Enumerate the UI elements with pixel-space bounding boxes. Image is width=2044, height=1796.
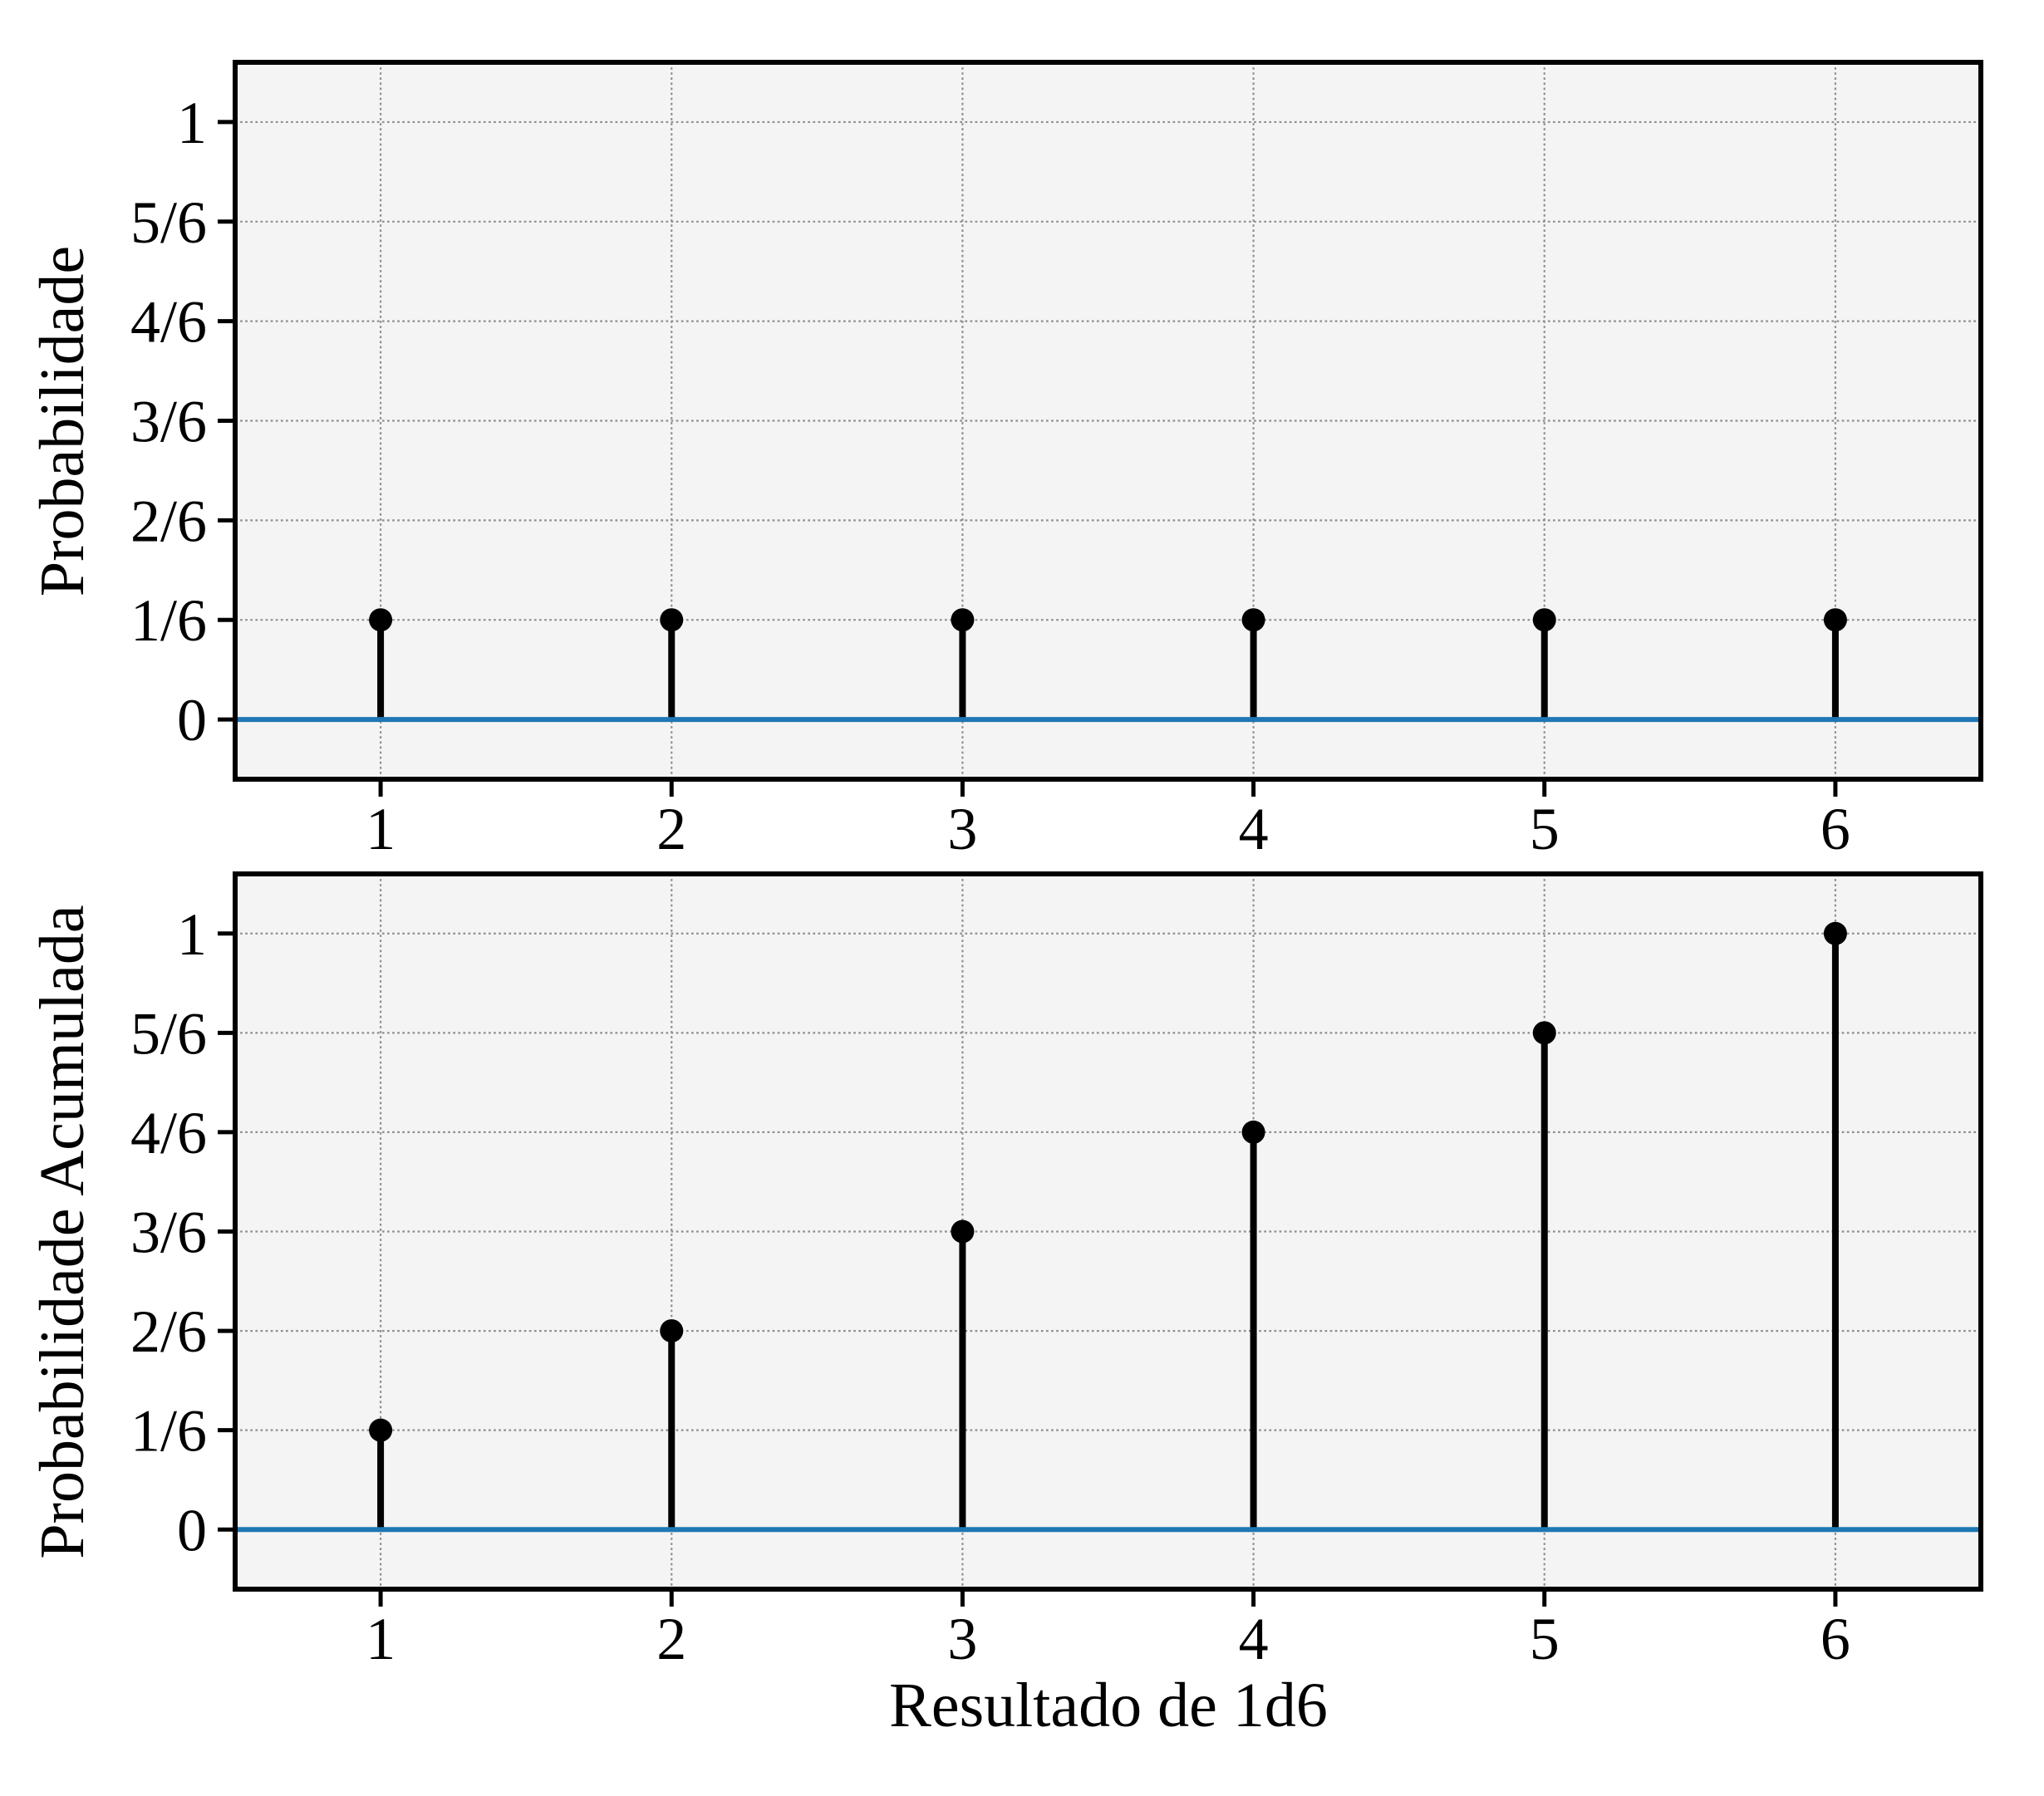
x-tick-label: 1: [366, 1606, 396, 1672]
stem-marker: [1241, 608, 1265, 632]
ylabel-cumulative-probability: Probabilidade Acumulada: [27, 905, 97, 1558]
y-tick-label: 5/6: [130, 1000, 207, 1067]
y-tick-label: 0: [177, 687, 207, 753]
x-tick-label: 5: [1530, 796, 1560, 862]
y-tick-label: 3/6: [130, 389, 207, 455]
x-tick-label: 4: [1239, 796, 1269, 862]
stem-marker: [951, 608, 975, 632]
stem-marker: [1532, 1021, 1556, 1045]
y-tick-label: 0: [177, 1497, 207, 1563]
y-tick-label: 2/6: [130, 1298, 207, 1365]
y-tick-label: 1/6: [130, 587, 207, 654]
x-tick-label: 2: [656, 1606, 686, 1672]
y-tick-label: 1/6: [130, 1398, 207, 1465]
stem-marker: [951, 1219, 975, 1244]
stem-marker: [660, 608, 684, 632]
axes-frame: [233, 60, 1983, 782]
axes-probability: 0 1/6 2/6 3/6 4/6 5/6 1 1 2 3 4 5 6: [130, 60, 1983, 862]
y-tick-label: 4/6: [130, 1100, 207, 1166]
axes-cumulative-probability: 0 1/6 2/6 3/6 4/6 5/6 1 1 2 3 4 5 6: [130, 871, 1983, 1672]
stem-marker: [1532, 608, 1556, 632]
xlabel-resultado: Resultado de 1d6: [889, 1671, 1328, 1740]
y-tick-label: 3/6: [130, 1200, 207, 1266]
x-tick-label: 2: [656, 796, 686, 862]
x-tick-label: 6: [1820, 796, 1850, 862]
stem-marker: [660, 1319, 684, 1343]
stem-marker: [1241, 1120, 1265, 1144]
y-tick-label: 4/6: [130, 289, 207, 356]
stem-marker: [1823, 921, 1847, 945]
x-tick-label: 3: [947, 1606, 977, 1672]
y-tick-label: 5/6: [130, 189, 207, 256]
x-tick-label: 3: [947, 796, 977, 862]
x-tick-label: 5: [1530, 1606, 1560, 1672]
y-tick-label: 1: [177, 901, 207, 968]
y-tick-label: 2/6: [130, 488, 207, 554]
stem-marker: [369, 1418, 393, 1442]
x-tick-label: 4: [1239, 1606, 1269, 1672]
x-tick-label: 6: [1820, 1606, 1850, 1672]
stem-marker: [369, 608, 393, 632]
y-tick-label: 1: [177, 90, 207, 156]
x-tick-label: 1: [366, 796, 396, 862]
axes-frame: [233, 871, 1983, 1592]
stem-marker: [1823, 608, 1847, 632]
ylabel-probability: Probabilidade: [27, 246, 97, 596]
